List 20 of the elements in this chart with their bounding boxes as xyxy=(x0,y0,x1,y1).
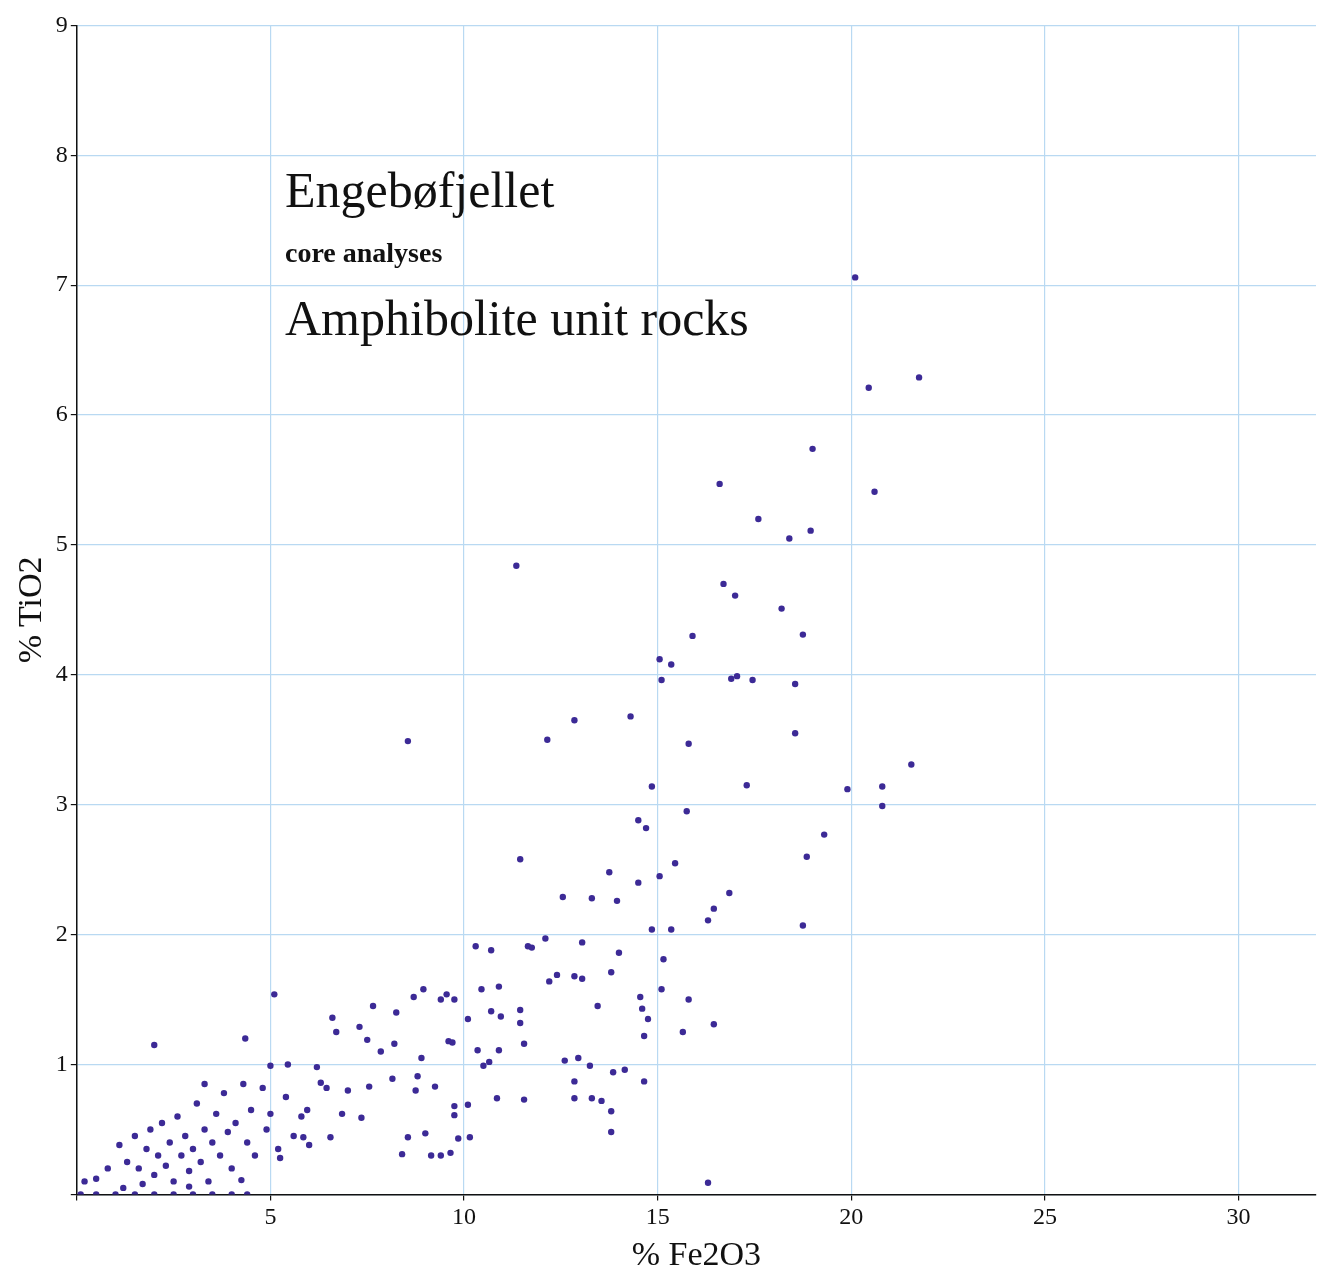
x-tick-label: 30 xyxy=(1226,1203,1251,1230)
x-tick-label: 5 xyxy=(264,1203,277,1230)
x-axis-title: % Fe2O3 xyxy=(631,1234,762,1272)
y-tick-label: 6 xyxy=(55,400,68,427)
y-tick-label: 1 xyxy=(55,1049,68,1076)
annotation: Amphibolite unit rocks xyxy=(284,289,749,346)
y-tick-label: 4 xyxy=(55,660,68,687)
x-tick-label: 15 xyxy=(645,1203,670,1230)
y-tick-label: 7 xyxy=(55,270,68,297)
y-axis-title: % TiO2 xyxy=(11,556,49,664)
text: Engebøfjellet xyxy=(284,161,555,218)
y-tick-label: 2 xyxy=(55,919,68,946)
y-tick-label: 9 xyxy=(55,10,68,37)
text: core analyses xyxy=(284,236,443,268)
x-tick-label: 25 xyxy=(1032,1203,1057,1230)
y-tick-label: 5 xyxy=(55,530,68,557)
x-tick-label: 10 xyxy=(452,1203,477,1230)
y-tick-label: 8 xyxy=(55,140,68,167)
y-tick-label: 3 xyxy=(55,790,68,817)
x-tick-label: 20 xyxy=(839,1203,864,1230)
